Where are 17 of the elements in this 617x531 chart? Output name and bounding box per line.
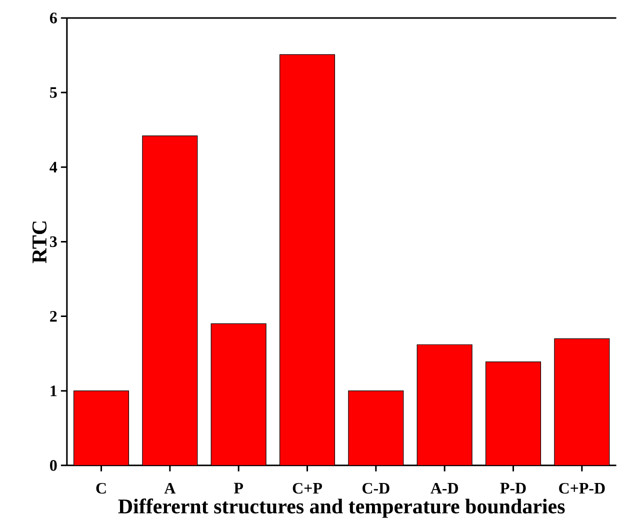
- x-tick-label: C+P: [292, 482, 322, 494]
- x-tick-label: P: [234, 482, 244, 494]
- x-tick-label: A-D: [430, 482, 458, 494]
- y-tick-label: 3: [50, 236, 57, 247]
- y-tick-label: 6: [50, 12, 57, 24]
- x-tick-label: C-D: [362, 482, 390, 494]
- x-tick-label: A: [164, 482, 176, 494]
- y-axis-title: RTC: [32, 221, 47, 263]
- x-tick-label: P-D: [500, 482, 526, 494]
- x-tick-label: C+P-D: [559, 482, 605, 494]
- y-tick-label: 5: [50, 87, 57, 98]
- y-tick-label: 2: [50, 310, 57, 322]
- y-tick-label: 4: [50, 162, 58, 172]
- x-tick-label: C: [96, 482, 106, 494]
- x-axis-title: Differernt structures and temperature boundaries: [118, 498, 565, 518]
- y-tick-label: 0: [50, 460, 57, 471]
- y-tick-label: 1: [50, 385, 57, 396]
